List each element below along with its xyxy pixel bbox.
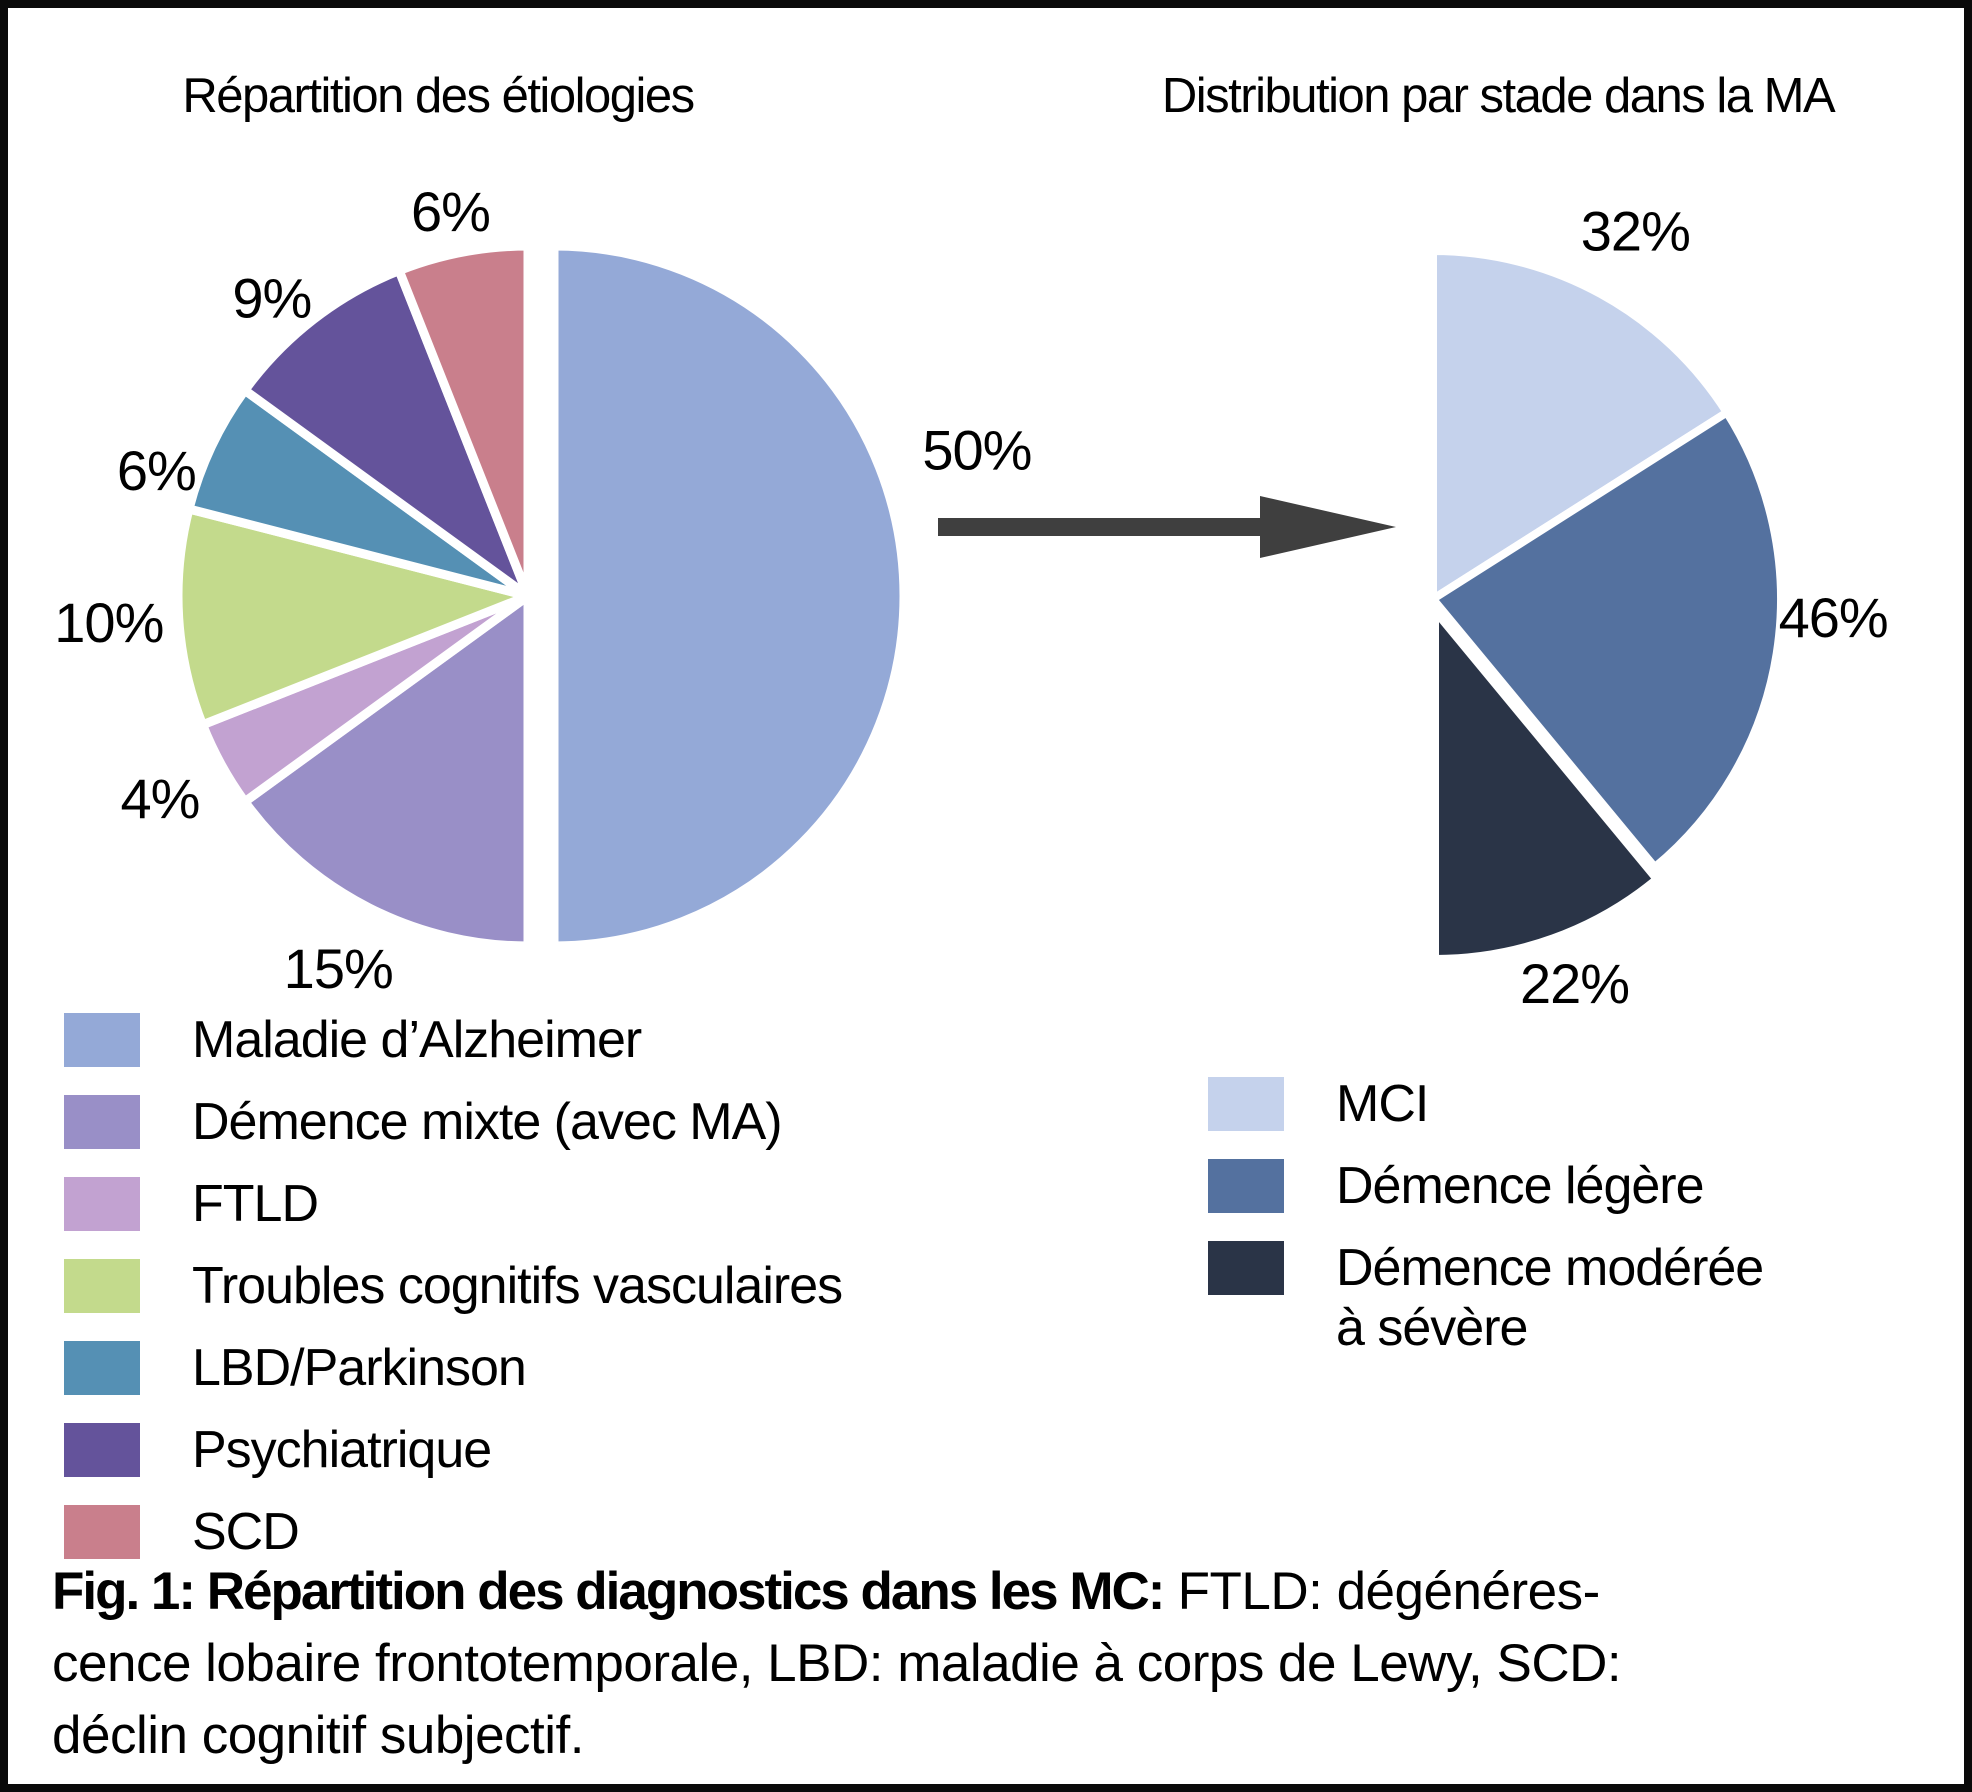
pct-label-4pct: 4%: [120, 767, 199, 830]
legend-label: Psychiatrique: [192, 1421, 492, 1479]
pie-slice-d-mence-mod-r-e-s-v-re: [1431, 599, 1663, 964]
legend-item: MCI: [1208, 1074, 1763, 1134]
pct-label-50pct: 50%: [922, 419, 1031, 482]
legend-swatch: [64, 1095, 140, 1149]
left-chart-title: Répartition des étiologies: [182, 69, 695, 123]
legend-label: Démence légère: [1336, 1157, 1705, 1215]
pct-label-6pct: 6%: [411, 180, 490, 243]
legend-swatch: [64, 1505, 140, 1559]
pct-label-32pct: 32%: [1581, 200, 1690, 263]
legend-item: Maladie d’Alzheimer: [64, 1010, 842, 1070]
pie-slice-psychiatrique: [238, 264, 538, 609]
right-chart-title: Distribution par stade dans la MA: [1161, 69, 1836, 123]
legend-item: Démence mixte (avec MA): [64, 1092, 842, 1152]
pct-label-9pct: 9%: [232, 266, 311, 329]
legend-label: SCD: [192, 1503, 300, 1561]
legend-swatch: [64, 1013, 140, 1067]
arrow-right-icon: [938, 496, 1396, 558]
pct-label-15pct: 15%: [284, 937, 393, 1000]
legend-swatch: [1208, 1159, 1284, 1213]
left-legend: Maladie d’Alzheimer Démence mixte (avec M…: [64, 1010, 843, 1584]
legend-item: Démence modérée à sévère: [1208, 1238, 1764, 1358]
legend-label: Maladie d’Alzheimer: [192, 1011, 642, 1069]
legend-swatch: [1208, 1077, 1284, 1131]
caption-line-1-rest: FTLD: dégénéres-: [1163, 1562, 1601, 1621]
legend-item: LBD/Parkinson: [64, 1338, 842, 1398]
pie-slice-troubles-cognitifs-vasculaires: [173, 503, 543, 731]
legend-label: Démence modérée à sévère: [1336, 1239, 1764, 1357]
pct-label-6pct: 6%: [117, 439, 196, 502]
pct-label-10pct: 10%: [54, 591, 163, 654]
legend-swatch: [64, 1341, 140, 1395]
legend-item: SCD: [64, 1502, 842, 1562]
pie-slice-maladie-d-alzheimer: [549, 241, 909, 951]
legend-swatch: [64, 1177, 140, 1231]
legend-item: Troubles cognitifs vasculaires: [64, 1256, 843, 1316]
legend-label: MCI: [1336, 1075, 1429, 1133]
legend-item: FTLD: [64, 1174, 842, 1234]
caption-line-3: déclin cognitif subjectif.: [52, 1706, 585, 1765]
caption-line-1: Fig. 1: Répartition des diagnostics dans…: [52, 1556, 1932, 1628]
caption-line-2: cence lobaire frontotemporale, LBD: mala…: [52, 1634, 1622, 1693]
pie-slice-scd: [393, 241, 533, 598]
pie-slice-d-mence-mixte-avec-ma-: [238, 587, 533, 951]
pie-charts-svg: 50% 15% 4% 10% 6% 9% 6% 32% 46% 22%: [54, 180, 1888, 1015]
legend-item: Psychiatrique: [64, 1420, 842, 1480]
pct-label-22pct: 22%: [1520, 952, 1629, 1015]
caption-bold-lead: Fig. 1: Répartition des diagnostics dans…: [52, 1562, 1165, 1621]
pie-slice-mci: [1429, 246, 1733, 607]
figure-caption: Fig. 1: Répartition des diagnostics dans…: [52, 1556, 1932, 1772]
legend-label: Troubles cognitifs vasculaires: [192, 1257, 843, 1315]
legend-swatch: [64, 1423, 140, 1477]
pct-label-46pct: 46%: [1779, 586, 1888, 649]
legend-swatch: [64, 1259, 140, 1313]
legend-label: FTLD: [192, 1175, 319, 1233]
legend-label: LBD/Parkinson: [192, 1339, 527, 1397]
legend-label: Démence mixte (avec MA): [192, 1093, 783, 1151]
pie-slice-d-mence-l-g-re: [1427, 407, 1785, 873]
right-legend: MCI Démence légère Démence modérée à sévère: [1208, 1074, 1764, 1380]
legend-item: Démence légère: [1208, 1156, 1763, 1216]
legend-swatch: [1208, 1241, 1284, 1295]
